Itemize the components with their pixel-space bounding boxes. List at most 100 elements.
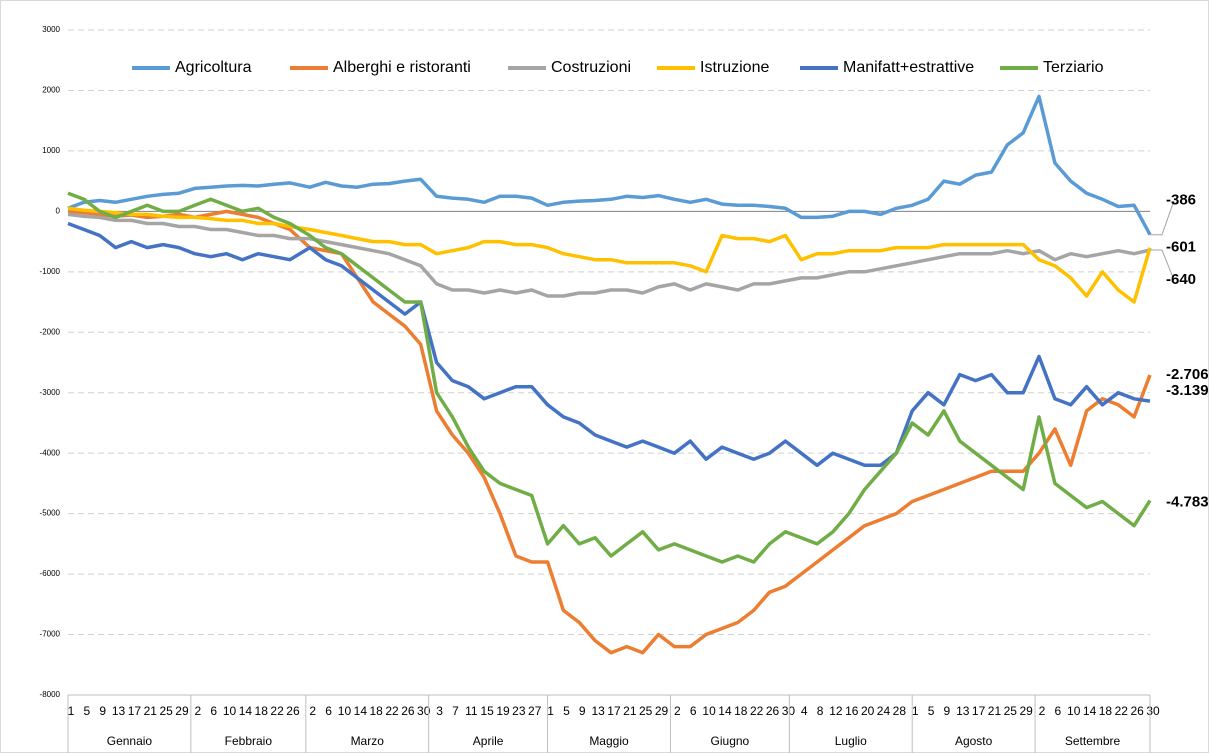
legend-label: Agricoltura xyxy=(175,59,252,76)
x-tick-label: 14 xyxy=(239,704,253,718)
y-tick-label: -7000 xyxy=(40,630,61,639)
x-tick-label: 21 xyxy=(988,704,1002,718)
x-tick-label: 15 xyxy=(480,704,494,718)
x-tick-label: 2 xyxy=(309,704,316,718)
x-tick-label: 9 xyxy=(944,704,951,718)
month-label: Aprile xyxy=(473,734,504,748)
x-tick-label: 26 xyxy=(286,704,300,718)
x-tick-label: 26 xyxy=(1130,704,1144,718)
legend-label: Manifatt+estrattive xyxy=(843,59,974,76)
x-tick-label: 27 xyxy=(528,704,542,718)
x-tick-label: 11 xyxy=(465,704,478,718)
x-tick-label: 13 xyxy=(591,704,605,718)
x-tick-label: 9 xyxy=(99,704,106,718)
x-tick-label: 19 xyxy=(496,704,510,718)
x-tick-label: 6 xyxy=(690,704,697,718)
x-tick-label: 25 xyxy=(639,704,653,718)
legend-label: Istruzione xyxy=(700,59,769,76)
month-label: Maggio xyxy=(589,734,629,748)
x-tick-label: 6 xyxy=(325,704,332,718)
x-tick-label: 3 xyxy=(436,704,443,718)
x-tick-label: 29 xyxy=(1019,704,1033,718)
x-tick-label: 29 xyxy=(175,704,189,718)
x-tick-label: 10 xyxy=(702,704,716,718)
series-line xyxy=(67,206,1152,304)
x-tick-label: 14 xyxy=(354,704,368,718)
y-tick-label: -2000 xyxy=(40,327,61,336)
x-tick-label: 18 xyxy=(369,704,383,718)
series-line xyxy=(67,212,1151,298)
data-label: -3.139 xyxy=(1166,382,1209,399)
data-label: -4.783 xyxy=(1166,493,1209,510)
x-tick-label: 13 xyxy=(956,704,970,718)
x-tick-label: 18 xyxy=(255,704,269,718)
y-tick-label: -8000 xyxy=(40,690,61,699)
x-tick-label: 4 xyxy=(801,704,808,718)
x-tick-label: 22 xyxy=(385,704,399,718)
x-tick-label: 25 xyxy=(1004,704,1018,718)
y-tick-label: 1000 xyxy=(42,146,60,155)
x-tick-label: 9 xyxy=(579,704,586,718)
y-tick-label: -3000 xyxy=(40,388,61,397)
series-line xyxy=(67,191,1152,564)
x-tick-label: 10 xyxy=(223,704,237,718)
x-tick-label: 18 xyxy=(734,704,748,718)
x-tick-label: 17 xyxy=(128,704,142,718)
x-tick-label: 16 xyxy=(845,704,859,718)
legend-label: Alberghi e ristoranti xyxy=(333,59,471,76)
leader-line xyxy=(1150,249,1175,281)
y-tick-label: 3000 xyxy=(42,25,60,34)
y-tick-label: -4000 xyxy=(40,448,61,457)
x-tick-label: 25 xyxy=(159,704,173,718)
x-tick-label: 24 xyxy=(877,704,891,718)
x-tick-label: 12 xyxy=(829,704,843,718)
x-tick-label: 7 xyxy=(452,704,459,718)
x-tick-label: 17 xyxy=(972,704,986,718)
x-tick-label: 5 xyxy=(928,704,935,718)
x-tick-label: 5 xyxy=(563,704,570,718)
data-label: -640 xyxy=(1166,271,1196,288)
month-label: Luglio xyxy=(835,734,867,748)
x-tick-label: 1 xyxy=(547,704,554,718)
series-line xyxy=(67,221,1151,468)
x-tick-label: 30 xyxy=(782,704,796,718)
x-tick-label: 6 xyxy=(210,704,217,718)
x-tick-label: 18 xyxy=(1099,704,1113,718)
x-tick-label: 6 xyxy=(1055,704,1062,718)
y-tick-label: -6000 xyxy=(40,569,61,578)
month-label: Febbraio xyxy=(225,734,273,748)
y-tick-label: -5000 xyxy=(40,509,61,518)
x-tick-label: 22 xyxy=(270,704,284,718)
x-tick-label: 22 xyxy=(750,704,764,718)
x-tick-label: 2 xyxy=(1039,704,1046,718)
x-tick-label: 30 xyxy=(1146,704,1160,718)
legend-label: Costruzioni xyxy=(551,59,631,76)
x-tick-label: 29 xyxy=(655,704,669,718)
x-tick-label: 10 xyxy=(1067,704,1081,718)
x-tick-label: 2 xyxy=(674,704,681,718)
legend-label: Terziario xyxy=(1043,59,1104,76)
x-tick-label: 28 xyxy=(893,704,907,718)
month-label: Gennaio xyxy=(107,734,153,748)
data-label: -601 xyxy=(1166,239,1196,256)
x-tick-label: 23 xyxy=(512,704,526,718)
x-tick-label: 13 xyxy=(112,704,126,718)
y-tick-label: 2000 xyxy=(42,86,60,95)
x-tick-label: 1 xyxy=(68,704,75,718)
x-tick-label: 14 xyxy=(1083,704,1097,718)
x-tick-label: 26 xyxy=(766,704,780,718)
x-tick-label: 21 xyxy=(144,704,158,718)
y-tick-label: -1000 xyxy=(40,267,61,276)
x-tick-label: 8 xyxy=(817,704,824,718)
leader-line xyxy=(1150,200,1175,236)
month-label: Marzo xyxy=(351,734,385,748)
x-tick-label: 21 xyxy=(623,704,637,718)
y-tick-label: 0 xyxy=(56,206,61,215)
x-tick-label: 20 xyxy=(861,704,875,718)
series-line xyxy=(67,209,1152,655)
month-label: Agosto xyxy=(955,734,993,748)
x-tick-label: 30 xyxy=(417,704,431,718)
month-label: Giugno xyxy=(711,734,750,748)
series-line xyxy=(67,94,1152,236)
